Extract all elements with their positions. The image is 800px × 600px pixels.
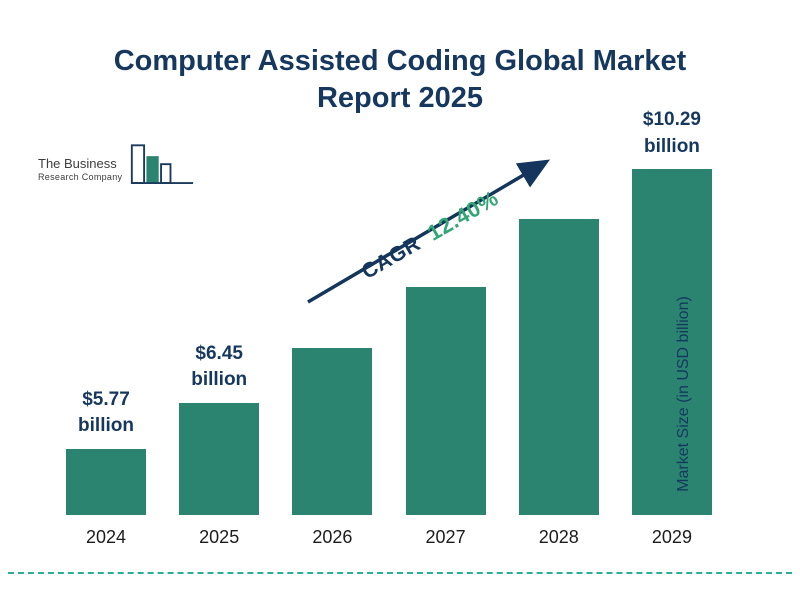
bar-2026 [292,348,373,515]
bar-2029 [631,169,712,515]
bar-column: $10.29 billion 2029 [631,107,713,548]
bar-column: $6.45 billion 2025 [178,107,260,548]
bar-2028 [518,219,599,515]
bottom-dashed-divider [8,572,792,574]
company-logo-line1: The Business [38,155,117,171]
x-tick-label: 2028 [538,527,579,547]
bar-columns: $5.77 billion 2024 $6.45 billion 2025 2026 2027… [65,107,713,548]
bar-value-label: $6.45 billion [191,342,248,391]
bar-value-label: $5.77 billion [78,388,134,437]
company-logo-text: The Business Research Company [38,155,123,182]
page-title: Computer Assisted Coding Global Market R… [113,45,687,114]
bar-2025 [179,403,260,515]
x-tick-label: 2029 [651,527,692,547]
bar-chart-logo-icon [129,142,195,197]
bar-column: $5.77 billion 2024 [65,107,147,548]
company-logo-line2: Research Company [38,171,123,182]
x-tick-label: 2026 [312,527,353,547]
bar-chart: $5.77 billion 2024 $6.45 billion 2025 2026 2027… [65,88,713,548]
bar-value-label: $10.29 billion [642,109,701,157]
x-tick-label: 2027 [425,527,466,547]
x-tick-label: 2025 [199,527,240,547]
x-tick-label: 2024 [85,527,127,547]
bar-2027 [405,287,486,515]
company-logo: The Business Research Company [38,142,195,197]
y-axis-label: Market Size (in USD billion) [675,296,693,492]
bar-column: 2027 [405,107,487,548]
bar-column: 2026 [291,107,373,548]
bar-2024 [66,449,146,515]
